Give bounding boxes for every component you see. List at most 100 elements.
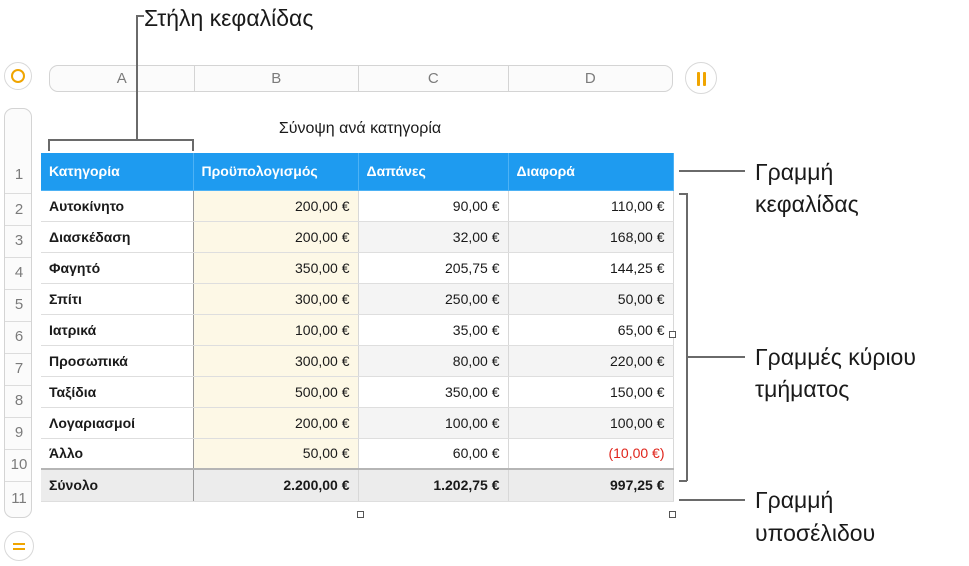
add-row-handle[interactable] [4,531,34,561]
column-reference-bar: A B C D [49,65,673,92]
category-cell[interactable]: Διασκέδαση [41,221,194,253]
column-a-header[interactable]: A [50,66,195,91]
footer-cell-total-label[interactable]: Σύνολο [41,468,194,502]
budget-cell[interactable]: 500,00 € [193,376,359,408]
difference-cell[interactable]: 220,00 € [508,345,674,377]
row-1-header[interactable]: 1 [14,166,24,183]
row-3-header[interactable]: 3 [14,232,24,249]
row-divider [5,193,31,194]
callout-header-row-line1: Γραμμή [755,159,834,185]
difference-cell[interactable]: 100,00 € [508,407,674,439]
expenses-cell[interactable]: 80,00 € [358,345,509,377]
callout-bracket [686,193,688,481]
row-6-header[interactable]: 6 [14,328,24,345]
category-cell[interactable]: Ιατρικά [41,314,194,346]
table-row: Προσωπικά 300,00 € 80,00 € 220,00 € [41,345,674,377]
category-cell[interactable]: Άλλο [41,438,194,470]
table-title[interactable]: Σύνοψη ανά κατηγορία [278,120,442,137]
difference-cell[interactable]: 168,00 € [508,221,674,253]
footer-cell-budget[interactable]: 2.200,00 € [193,468,359,502]
row-divider [5,257,31,258]
row-9-header[interactable]: 9 [14,424,24,441]
difference-cell[interactable]: 110,00 € [508,190,674,222]
header-cell-budget[interactable]: Προϋπολογισμός [193,153,359,191]
callout-header-row-line2: κεφαλίδας [755,191,859,217]
row-divider [5,353,31,354]
difference-cell[interactable]: 65,00 € [508,314,674,346]
row-5-header[interactable]: 5 [14,296,24,313]
row-11-header[interactable]: 11 [11,490,27,507]
row-divider [5,321,31,322]
header-cell-difference[interactable]: Διαφορά [508,153,674,191]
row-divider [5,385,31,386]
row-divider [5,417,31,418]
pause-icon-bar [703,72,706,86]
circle-icon [11,69,25,83]
difference-cell[interactable]: 150,00 € [508,376,674,408]
callout-footer-row-line1: Γραμμή [755,487,834,513]
callout-line [679,170,745,172]
expenses-cell[interactable]: 60,00 € [358,438,509,470]
table-select-handle[interactable] [4,62,32,90]
category-cell[interactable]: Σπίτι [41,283,194,315]
category-cell[interactable]: Φαγητό [41,252,194,284]
callout-bracket [192,139,194,151]
callout-line [136,15,144,17]
expenses-cell[interactable]: 32,00 € [358,221,509,253]
row-divider [5,289,31,290]
callout-footer-row-line2: υποσέλιδου [755,520,876,546]
budget-cell[interactable]: 350,00 € [193,252,359,284]
table-row: Ταξίδια 500,00 € 350,00 € 150,00 € [41,376,674,408]
budget-cell[interactable]: 300,00 € [193,345,359,377]
budget-cell[interactable]: 200,00 € [193,407,359,439]
row-2-header[interactable]: 2 [14,201,24,218]
footer-cell-expenses[interactable]: 1.202,75 € [358,468,509,502]
callout-body-rows-line1: Γραμμές κύριου [755,344,916,370]
resize-handle-corner[interactable] [669,511,676,518]
row-8-header[interactable]: 8 [14,392,24,409]
header-cell-category[interactable]: Κατηγορία [41,153,194,191]
expenses-cell[interactable]: 250,00 € [358,283,509,315]
add-column-handle[interactable] [685,62,717,94]
category-cell[interactable]: Ταξίδια [41,376,194,408]
pause-icon [697,72,700,86]
row-7-header[interactable]: 7 [14,360,24,377]
expenses-cell[interactable]: 350,00 € [358,376,509,408]
column-d-header[interactable]: D [584,70,596,87]
category-cell[interactable]: Προσωπικά [41,345,194,377]
table-row: Σπίτι 300,00 € 250,00 € 50,00 € [41,283,674,315]
row-4-header[interactable]: 4 [14,264,24,281]
table-row: Ιατρικά 100,00 € 35,00 € 65,00 € [41,314,674,346]
budget-cell[interactable]: 50,00 € [193,438,359,470]
category-cell[interactable]: Αυτοκίνητο [41,190,194,222]
column-b-header[interactable]: B [195,66,359,91]
expenses-cell[interactable]: 90,00 € [358,190,509,222]
callout-bracket [679,480,687,482]
resize-handle-bottom[interactable] [357,511,364,518]
row-10-header[interactable]: 10 [10,456,28,473]
header-cell-expenses[interactable]: Δαπάνες [358,153,509,191]
column-c-header[interactable]: C [359,66,509,91]
equals-icon-bar [13,548,25,550]
footer-cell-difference[interactable]: 997,25 € [508,468,674,502]
resize-handle-right[interactable] [669,331,676,338]
callout-header-column: Στήλη κεφαλίδας [144,5,314,31]
budget-cell[interactable]: 200,00 € [193,221,359,253]
difference-cell-negative[interactable]: (10,00 €) [508,438,674,470]
budget-cell[interactable]: 200,00 € [193,190,359,222]
difference-cell[interactable]: 50,00 € [508,283,674,315]
callout-line [679,499,745,501]
expenses-cell[interactable]: 100,00 € [358,407,509,439]
budget-cell[interactable]: 100,00 € [193,314,359,346]
difference-cell[interactable]: 144,25 € [508,252,674,284]
callout-bracket [679,193,687,195]
callout-bracket [48,139,50,151]
callout-line [136,15,138,139]
category-cell[interactable]: Λογαριασμοί [41,407,194,439]
callout-bracket [48,139,193,141]
table-row: Διασκέδαση 200,00 € 32,00 € 168,00 € [41,221,674,253]
callout-body-rows-line2: τμήματος [755,376,850,402]
expenses-cell[interactable]: 205,75 € [358,252,509,284]
expenses-cell[interactable]: 35,00 € [358,314,509,346]
budget-cell[interactable]: 300,00 € [193,283,359,315]
